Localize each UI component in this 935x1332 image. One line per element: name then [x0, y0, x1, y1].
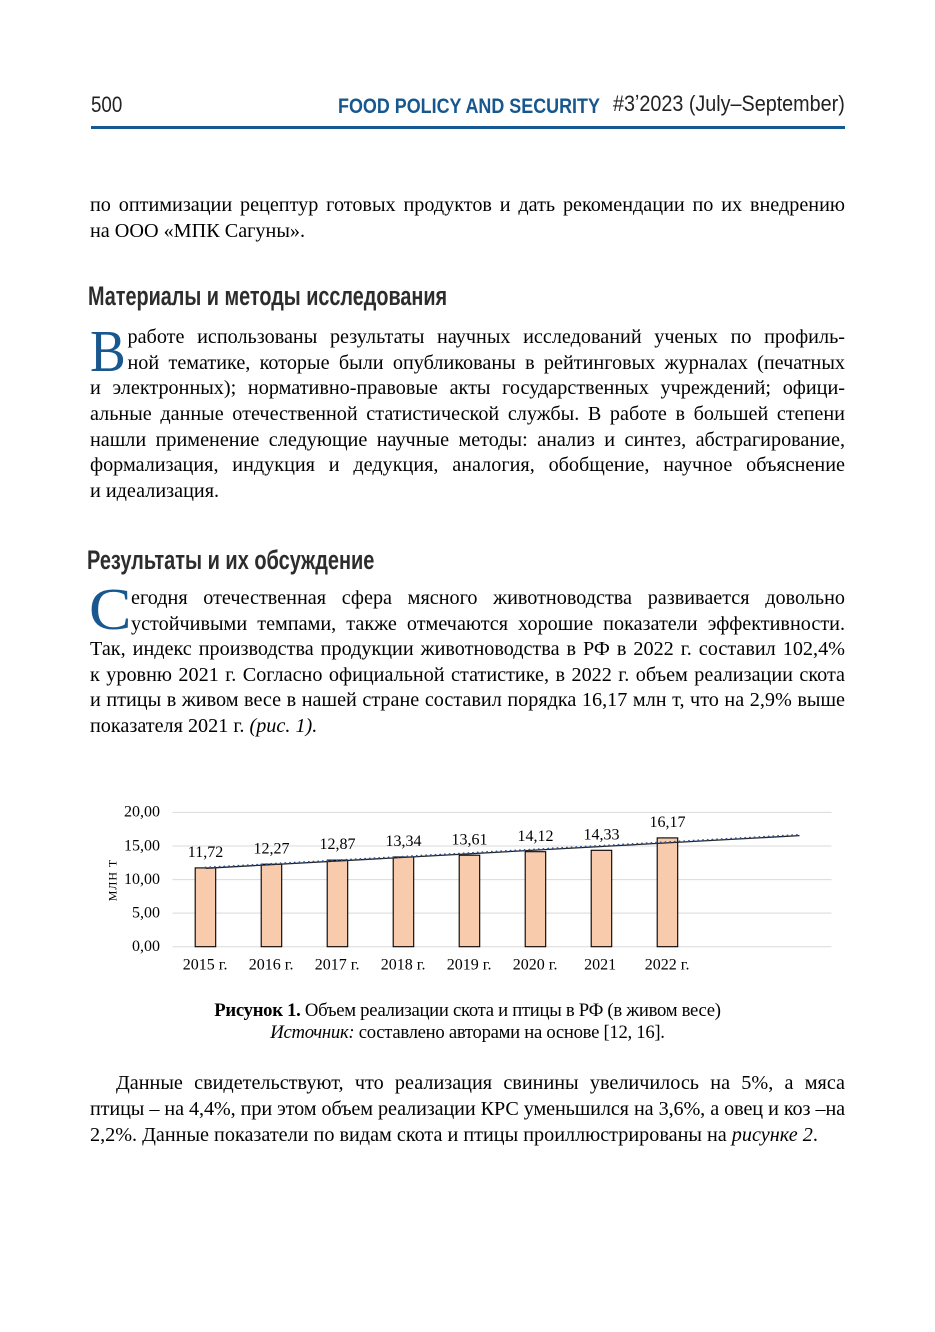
svg-text:2021: 2021: [584, 957, 616, 974]
svg-text:2019 г.: 2019 г.: [447, 957, 492, 974]
svg-text:МЛН Т: МЛН Т: [105, 859, 119, 901]
svg-text:11,72: 11,72: [188, 844, 223, 861]
svg-text:2016 г.: 2016 г.: [249, 957, 294, 974]
svg-text:2020 г.: 2020 г.: [513, 957, 558, 974]
svg-text:12,87: 12,87: [320, 836, 356, 853]
svg-text:0,00: 0,00: [132, 938, 160, 955]
svg-text:2022 г.: 2022 г.: [645, 957, 690, 974]
svg-text:13,34: 13,34: [386, 833, 422, 850]
svg-text:5,00: 5,00: [132, 904, 160, 921]
svg-text:13,61: 13,61: [452, 831, 488, 848]
svg-text:12,27: 12,27: [254, 840, 290, 857]
svg-text:15,00: 15,00: [124, 837, 160, 854]
svg-text:16,17: 16,17: [650, 814, 686, 831]
svg-text:10,00: 10,00: [124, 871, 160, 888]
svg-text:2018 г.: 2018 г.: [381, 957, 426, 974]
svg-text:2015 г.: 2015 г.: [183, 957, 228, 974]
svg-text:14,12: 14,12: [518, 828, 554, 845]
svg-text:14,33: 14,33: [584, 826, 620, 843]
svg-text:2017 г.: 2017 г.: [315, 957, 360, 974]
svg-text:20,00: 20,00: [124, 804, 160, 821]
